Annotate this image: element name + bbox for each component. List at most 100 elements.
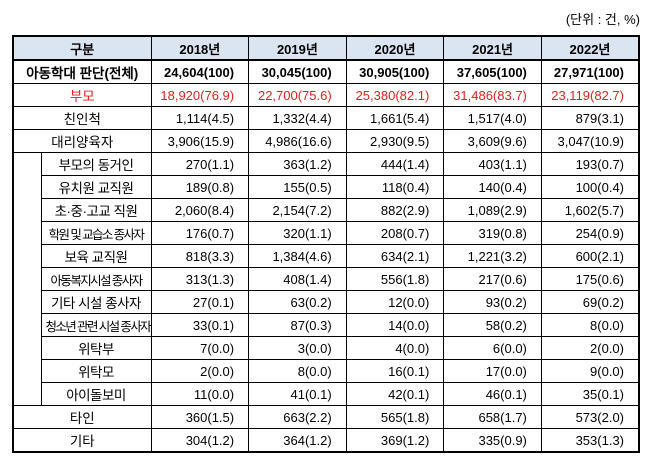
table-row: 기타 304(1.2) 364(1.2) 369(1.2) 335(0.9) 353(1.… <box>12 428 640 453</box>
data-cell: 2,154(7.2) <box>248 198 347 222</box>
data-cell: 7(0.0) <box>150 336 250 360</box>
data-cell: 42(0.1) <box>345 382 445 406</box>
table-row: 아동학대 판단(전체) 24,604(100) 30,045(100) 30,905(… <box>12 59 640 84</box>
header-cell: 2022년 <box>540 35 640 61</box>
data-cell: 27(0.1) <box>150 290 250 314</box>
data-cell: 3(0.0) <box>248 336 347 360</box>
data-cell: 658(1.7) <box>443 405 542 429</box>
row-label: 아이돌보미 <box>40 382 152 406</box>
data-cell: 3,906(15.9) <box>150 129 250 153</box>
row-label: 부모의 동거인 <box>40 152 152 176</box>
data-cell: 3,609(9.6) <box>443 129 542 153</box>
data-cell: 663(2.2) <box>248 405 347 429</box>
data-cell: 254(0.9) <box>540 221 640 245</box>
data-cell: 17(0.0) <box>443 359 542 383</box>
data-cell: 23,119(82.7) <box>540 83 640 107</box>
data-cell: 140(0.4) <box>443 175 542 199</box>
statistics-table: 구분 2018년 2019년 2020년 2021년 2022년 아동학대 판단(전체) 24… <box>12 35 640 453</box>
data-cell: 27,971(100) <box>540 59 640 84</box>
data-cell: 879(3.1) <box>540 106 640 130</box>
data-cell: 882(2.9) <box>345 198 445 222</box>
indent-cell <box>12 152 42 406</box>
data-cell: 46(0.1) <box>443 382 542 406</box>
data-cell: 58(0.2) <box>443 313 542 337</box>
data-cell: 319(0.8) <box>443 221 542 245</box>
data-cell: 93(0.2) <box>443 290 542 314</box>
table-row: 청소년 관련 시설 종사자 33(0.1) 87(0.3) 14(0.0) 58(0.2… <box>13 313 640 337</box>
data-cell: 1,384(4.6) <box>248 244 347 268</box>
data-cell: 63(0.2) <box>248 290 347 314</box>
data-cell: 175(0.6) <box>540 267 640 291</box>
table-row: 기타 시설 종사자 27(0.1) 63(0.2) 12(0.0) 93(0.2) 69(… <box>13 290 640 314</box>
data-cell: 1,221(3.2) <box>443 244 542 268</box>
data-cell: 41(0.1) <box>248 382 347 406</box>
data-cell: 31,486(83.7) <box>443 83 542 107</box>
row-label: 대리양육자 <box>12 129 152 153</box>
data-cell: 2,930(9.5) <box>345 129 445 153</box>
data-cell: 11(0.0) <box>150 382 250 406</box>
data-cell: 573(2.0) <box>540 405 640 429</box>
data-cell: 18,920(76.9) <box>150 83 250 107</box>
table-row: 위탁부 7(0.0) 3(0.0) 4(0.0) 6(0.0) 2(0.0) <box>13 336 640 360</box>
data-cell: 193(0.7) <box>540 152 640 176</box>
data-cell: 408(1.4) <box>248 267 347 291</box>
data-cell: 2(0.0) <box>540 336 640 360</box>
data-cell: 304(1.2) <box>150 428 250 453</box>
row-label: 학원 및 교습소 종사자 <box>40 221 152 245</box>
data-cell: 100(0.4) <box>540 175 640 199</box>
data-cell: 818(3.3) <box>150 244 250 268</box>
data-cell: 3,047(10.9) <box>540 129 640 153</box>
data-cell: 444(1.4) <box>345 152 445 176</box>
row-label: 유치원 교직원 <box>40 175 152 199</box>
data-cell: 320(1.1) <box>248 221 347 245</box>
row-label: 타인 <box>12 405 152 429</box>
data-cell: 155(0.5) <box>248 175 347 199</box>
data-cell: 565(1.8) <box>345 405 445 429</box>
data-cell: 176(0.7) <box>150 221 250 245</box>
row-label: 아동복지시설 종사자 <box>40 267 152 291</box>
data-cell: 2,060(8.4) <box>150 198 250 222</box>
data-cell: 2(0.0) <box>150 359 250 383</box>
data-cell: 353(1.3) <box>540 428 640 453</box>
data-cell: 217(0.6) <box>443 267 542 291</box>
header-cell: 구분 <box>12 35 152 61</box>
data-cell: 118(0.4) <box>345 175 445 199</box>
data-cell: 37,605(100) <box>443 59 542 84</box>
data-cell: 1,332(4.4) <box>248 106 347 130</box>
row-label: 친인척 <box>12 106 152 130</box>
row-label: 위탁부 <box>40 336 152 360</box>
header-cell: 2019년 <box>248 35 347 61</box>
table-row: 친인척 1,114(4.5) 1,332(4.4) 1,661(5.4) 1,517(4… <box>12 106 640 130</box>
data-cell: 1,602(5.7) <box>540 198 640 222</box>
row-label: 위탁모 <box>40 359 152 383</box>
table-row: 아이돌보미 11(0.0) 41(0.1) 42(0.1) 46(0.1) 35(0.1) <box>13 382 640 406</box>
data-cell: 69(0.2) <box>540 290 640 314</box>
row-label: 아동학대 판단(전체) <box>12 59 152 84</box>
data-cell: 369(1.2) <box>345 428 445 453</box>
data-cell: 4(0.0) <box>345 336 445 360</box>
header-cell: 2018년 <box>150 35 250 61</box>
table-row: 대리양육자 3,906(15.9) 4,986(16.6) 2,930(9.5) 3,6… <box>12 129 640 153</box>
data-cell: 556(1.8) <box>345 267 445 291</box>
data-cell: 313(1.3) <box>150 267 250 291</box>
row-label: 초·중·고교 직원 <box>40 198 152 222</box>
data-cell: 600(2.1) <box>540 244 640 268</box>
data-cell: 8(0.0) <box>248 359 347 383</box>
data-cell: 8(0.0) <box>540 313 640 337</box>
data-cell: 1,517(4.0) <box>443 106 542 130</box>
data-cell: 364(1.2) <box>248 428 347 453</box>
data-cell: 363(1.2) <box>248 152 347 176</box>
data-cell: 270(1.1) <box>150 152 250 176</box>
data-cell: 14(0.0) <box>345 313 445 337</box>
row-label: 기타 시설 종사자 <box>40 290 152 314</box>
header-row: 구분 2018년 2019년 2020년 2021년 2022년 <box>12 35 640 61</box>
data-cell: 30,905(100) <box>345 59 445 84</box>
data-cell: 403(1.1) <box>443 152 542 176</box>
data-cell: 6(0.0) <box>443 336 542 360</box>
row-label: 보육 교직원 <box>40 244 152 268</box>
data-cell: 25,380(82.1) <box>345 83 445 107</box>
table-row: 부모의 동거인 270(1.1) 363(1.2) 444(1.4) 403(1.1) 1… <box>12 152 640 406</box>
data-cell: 1,089(2.9) <box>443 198 542 222</box>
data-cell: 12(0.0) <box>345 290 445 314</box>
